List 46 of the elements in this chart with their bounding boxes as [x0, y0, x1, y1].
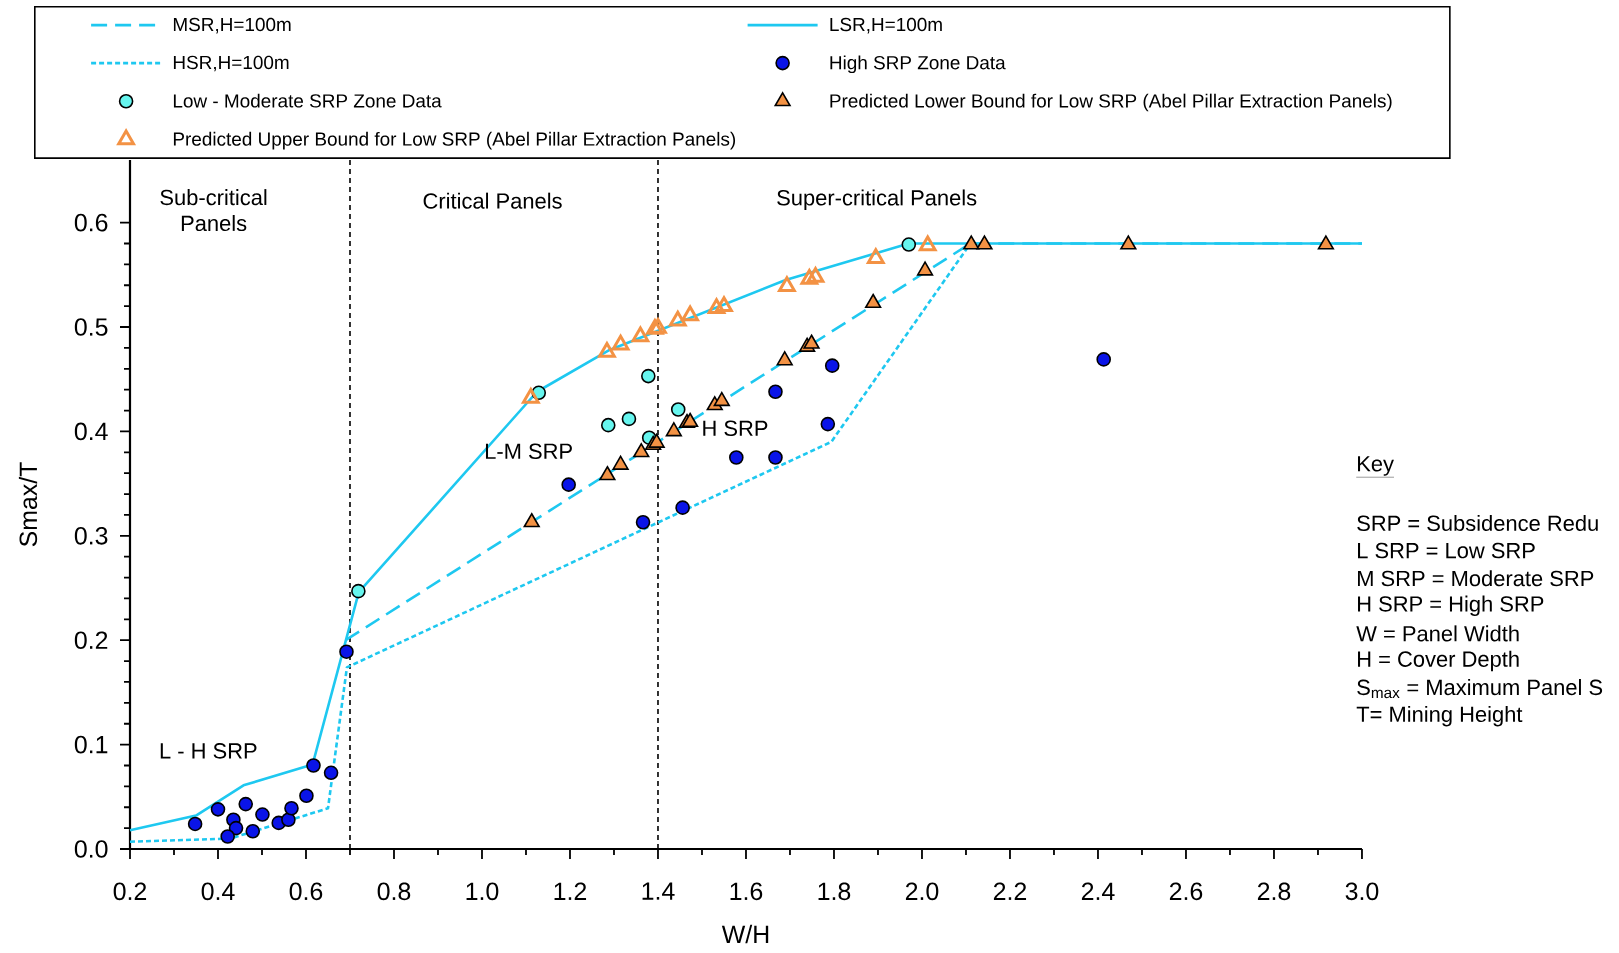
y-tick-label: 0.0 [74, 840, 108, 858]
y-tick-label: 0.5 [74, 318, 108, 336]
annotation: S$_{max}$ = Maximum Panel S [1357, 679, 1603, 699]
annotation: Sub-critical Panels [160, 189, 267, 232]
y-tick-label: 0.2 [74, 631, 108, 650]
x-tick-label: 0.4 [201, 882, 235, 901]
x-tick-label: 2.8 [1257, 882, 1291, 901]
annotation: SRP = Subsidence Redu [1357, 514, 1598, 532]
legend-label: Predicted Upper Bound for Low SRP (Abel Pillar Extraction Panels) [173, 131, 736, 150]
x-tick-label: 0.8 [377, 882, 411, 901]
annotation: L - H SRP [160, 743, 257, 759]
x-tick-label: 2.0 [905, 882, 939, 901]
x-tick-label: 1.4 [642, 882, 675, 900]
y-axis-title: Smax/T [18, 462, 38, 547]
x-tick-label: 3.0 [1345, 882, 1379, 901]
annotation: W = Panel Width [1356, 625, 1519, 642]
x-tick-label: 1.0 [466, 882, 499, 901]
y-tick-label: 0.4 [74, 422, 108, 441]
x-tick-label: 2.2 [993, 882, 1027, 900]
x-axis-title: W/H [721, 924, 769, 944]
legend-label: LSR,H=100m [830, 17, 942, 34]
x-tick-label: 2.6 [1169, 882, 1203, 901]
x-tick-label: 0.6 [289, 882, 323, 901]
annotation: Super-critical Panels [777, 189, 977, 210]
annotation: Key [1358, 456, 1394, 476]
legend-label: Low - Moderate SRP Zone Data [173, 93, 442, 108]
annotation: L-M SRP [485, 443, 572, 460]
annotation: H SRP [703, 420, 768, 437]
annotation: L SRP = Low SRP [1358, 542, 1535, 559]
x-tick-label: 1.8 [818, 882, 851, 901]
x-tick-label: 1.6 [730, 882, 763, 901]
y-tick-label: 0.6 [74, 213, 108, 232]
legend-label: High SRP Zone Data [830, 55, 1006, 74]
legend-label: HSR,H=100m [173, 55, 289, 72]
annotation: H = Cover Depth [1358, 650, 1519, 672]
legend-label: Predicted Lower Bound for Low SRP (Abel Pillar Extraction Panels) [830, 93, 1392, 112]
x-tick-label: 0.2 [113, 882, 147, 901]
y-tick-label: 0.1 [74, 735, 108, 754]
x-tick-label: 2.4 [1081, 882, 1115, 900]
legend-label: MSR,H=100m [173, 17, 291, 34]
annotation: H SRP = High SRP [1358, 595, 1544, 617]
x-tick-label: 1.2 [554, 882, 587, 900]
annotation: M SRP = Moderate SRP [1358, 570, 1594, 587]
annotation: T= Mining Height [1356, 705, 1523, 727]
annotation: Critical Panels [423, 192, 562, 209]
y-tick-label: 0.3 [74, 527, 108, 545]
